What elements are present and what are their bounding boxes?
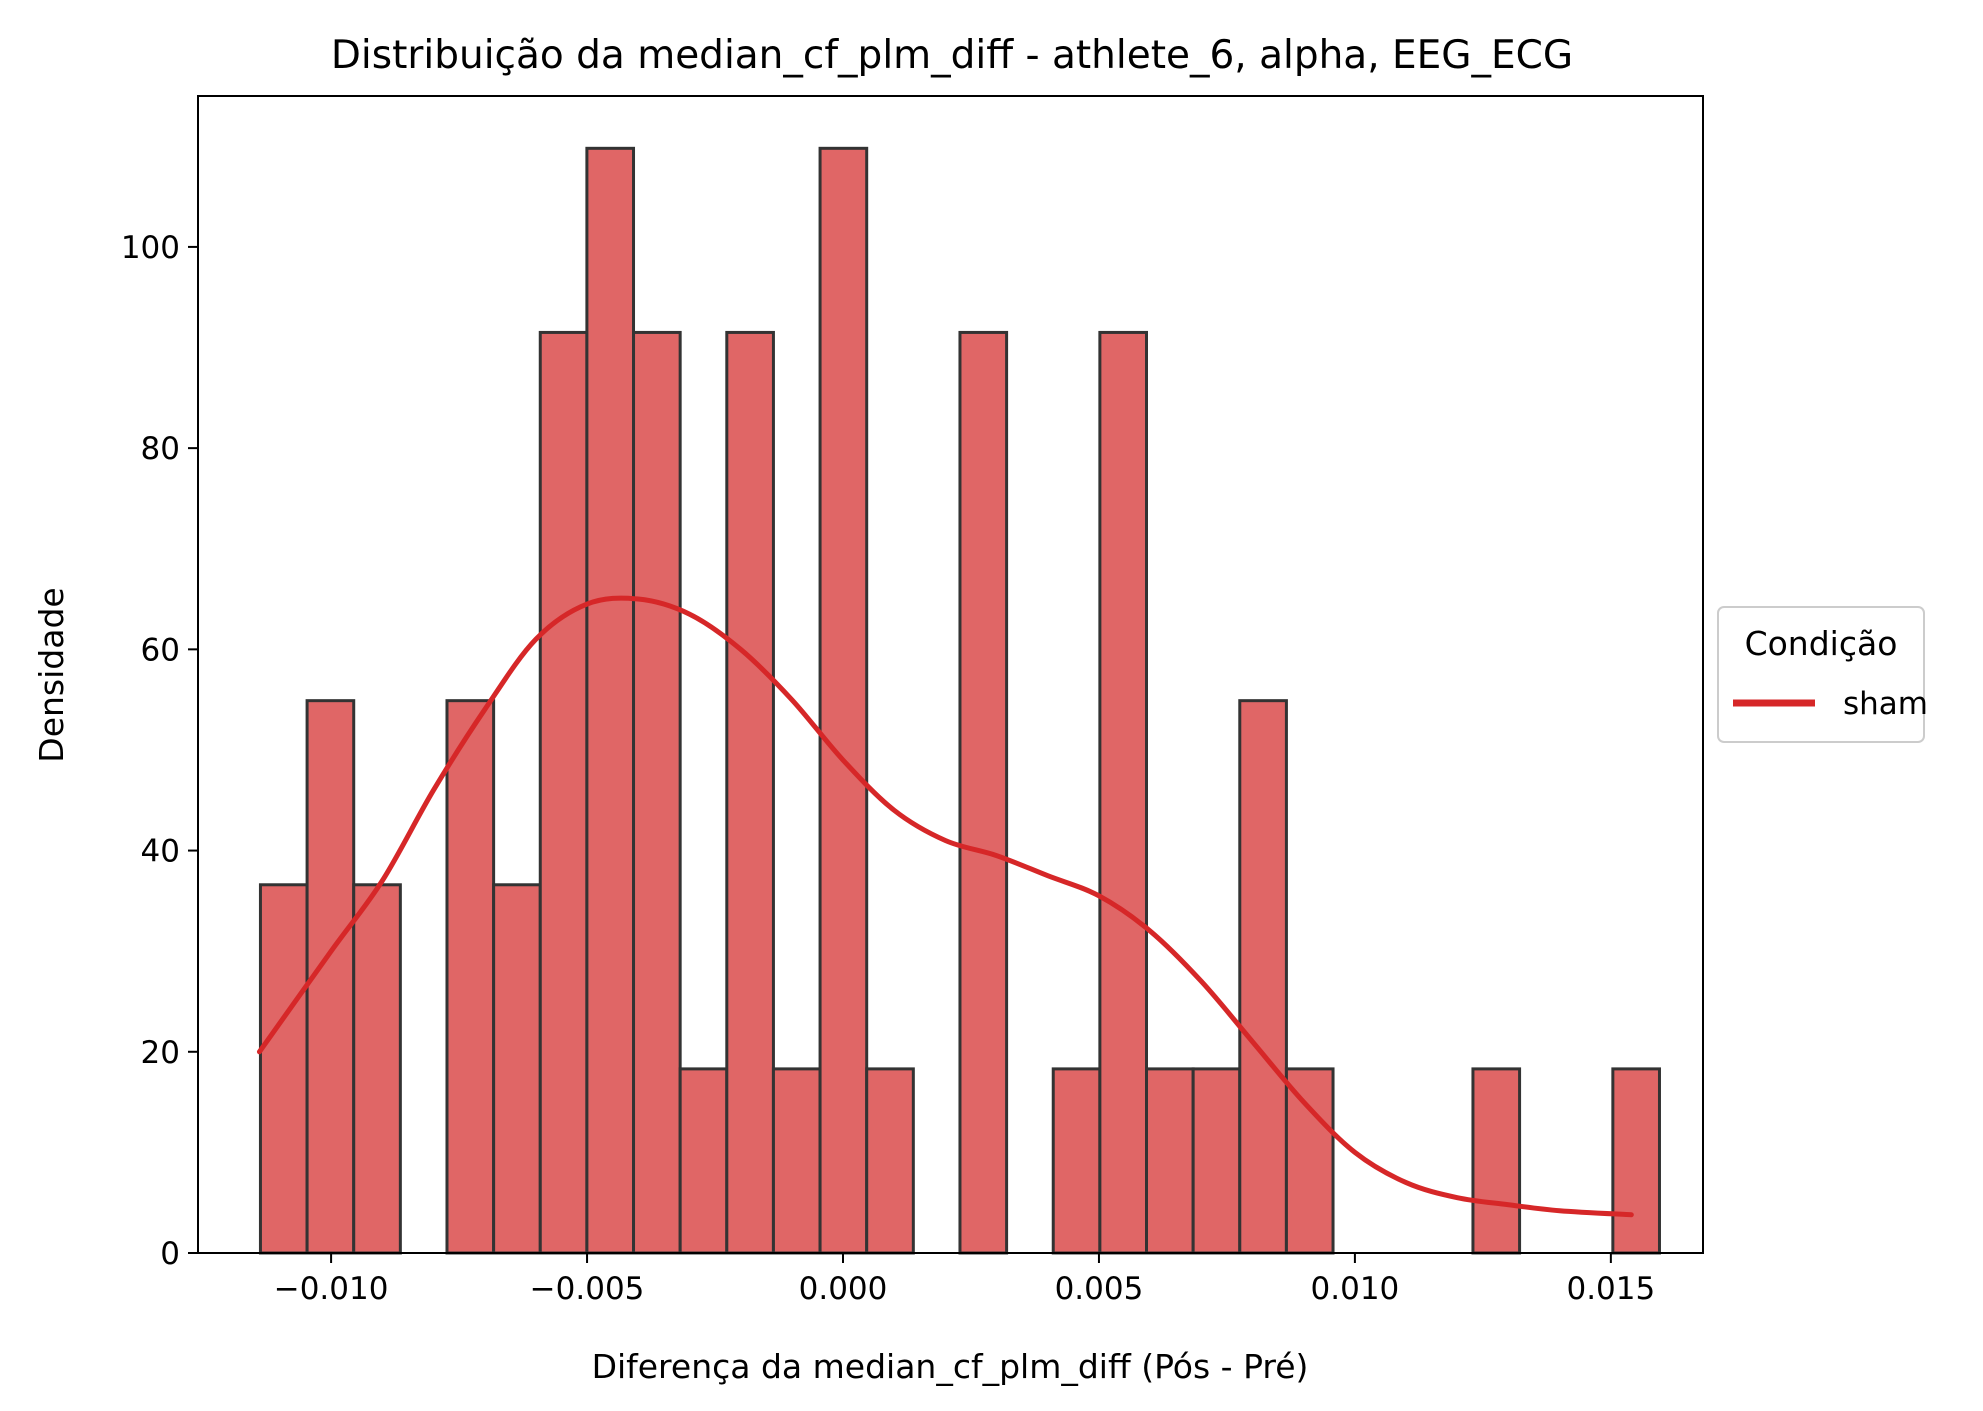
histogram-bar: [1611, 1067, 1661, 1255]
histogram-bar: [1191, 1067, 1242, 1255]
histogram-bar: [632, 330, 682, 1255]
x-axis-ticks: −0.010 −0.005 0.000 0.005 0.010 0.015: [274, 1253, 1655, 1307]
y-tick-label: 60: [141, 632, 180, 668]
histogram-bar: [538, 330, 589, 1255]
histogram-bar: [445, 699, 496, 1255]
x-tick-label: −0.010: [274, 1271, 389, 1307]
histogram-bar: [1098, 330, 1148, 1255]
histogram-bar: [1471, 1067, 1522, 1255]
y-axis-label: Densidade: [32, 587, 71, 762]
x-tick-label: 0.015: [1566, 1271, 1655, 1307]
x-axis-label: Diferença da median_cf_plm_diff (Pós - P…: [592, 1347, 1309, 1386]
x-tick-label: −0.005: [530, 1271, 645, 1307]
histogram-bar: [958, 330, 1009, 1255]
histogram-bar: [1284, 1067, 1335, 1255]
histogram-bar: [492, 883, 542, 1255]
histogram-bar: [1238, 699, 1288, 1255]
y-tick-label: 0: [160, 1236, 180, 1272]
y-axis-ticks: 0 20 40 60 80 100: [121, 230, 198, 1272]
histogram-bar: [678, 1067, 729, 1255]
histogram-bar: [1145, 1067, 1195, 1255]
y-tick-label: 80: [141, 431, 180, 467]
plot-frame: [197, 95, 1704, 1254]
x-tick-label: 0.010: [1311, 1271, 1400, 1307]
histogram-bar: [1051, 1067, 1102, 1255]
histogram-bar: [352, 883, 402, 1255]
x-tick-label: 0.000: [799, 1271, 888, 1307]
histogram-bar: [865, 1067, 915, 1255]
chart-title: Distribuição da median_cf_plm_diff - ath…: [331, 33, 1573, 78]
legend-title: Condição: [1745, 624, 1898, 663]
histogram-bar: [818, 146, 869, 1255]
legend: Condição sham: [1717, 606, 1928, 743]
legend-box: [1717, 606, 1925, 743]
histogram-bars: [258, 146, 1661, 1255]
y-tick-label: 100: [121, 230, 180, 266]
histogram-bar: [725, 330, 775, 1255]
legend-label-sham: sham: [1843, 686, 1928, 722]
y-tick-label: 40: [141, 834, 180, 870]
kde-line-sham: [256, 595, 1634, 1218]
x-tick-label: 0.005: [1055, 1271, 1144, 1307]
histogram-bar: [585, 146, 636, 1255]
histogram-bar: [771, 1067, 822, 1255]
histogram-bar: [258, 883, 309, 1255]
y-tick-label: 20: [141, 1035, 180, 1071]
